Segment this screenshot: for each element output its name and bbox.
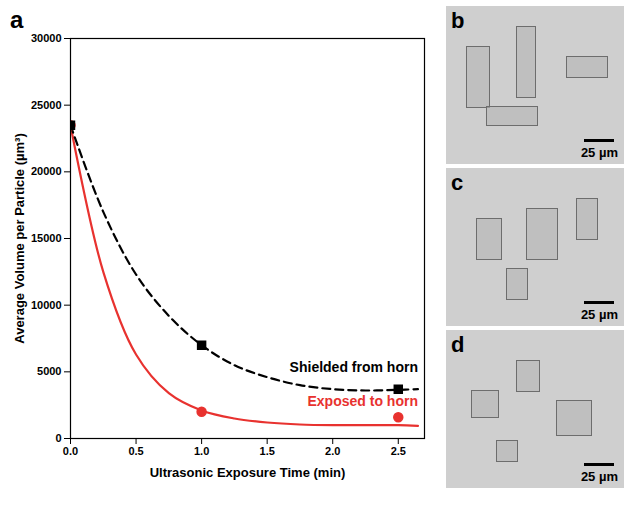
svg-text:2.0: 2.0 <box>325 445 340 457</box>
html-text:25 µm: 25 µm <box>580 469 618 484</box>
svg-text:5000: 5000 <box>37 365 61 377</box>
svg-text:Exposed to horn: Exposed to horn <box>307 393 417 409</box>
svg-text:Average Volume per Particle (µ: Average Volume per Particle (µm³) <box>12 133 27 344</box>
svg-text:10000: 10000 <box>31 299 62 311</box>
svg-text:20000: 20000 <box>31 165 62 177</box>
html-text:25 µm: 25 µm <box>580 307 618 322</box>
html-text:d: d <box>451 332 465 357</box>
svg-text:0.0: 0.0 <box>63 445 78 457</box>
svg-text:1.0: 1.0 <box>194 445 209 457</box>
svg-text:15000: 15000 <box>31 232 62 244</box>
svg-text:25000: 25000 <box>31 99 62 111</box>
svg-text:0: 0 <box>55 432 61 444</box>
html-text:c: c <box>451 170 464 195</box>
html-text:25 µm: 25 µm <box>580 145 618 160</box>
svg-text:30000: 30000 <box>31 32 62 44</box>
svg-text:1.5: 1.5 <box>260 445 275 457</box>
svg-text:0.5: 0.5 <box>128 445 143 457</box>
html-text:a: a <box>10 6 24 33</box>
html-text:b: b <box>451 8 465 33</box>
svg-text:Ultrasonic Exposure Time (min): Ultrasonic Exposure Time (min) <box>150 465 346 480</box>
svg-text:Shielded from horn: Shielded from horn <box>290 359 418 375</box>
svg-text:2.5: 2.5 <box>391 445 406 457</box>
